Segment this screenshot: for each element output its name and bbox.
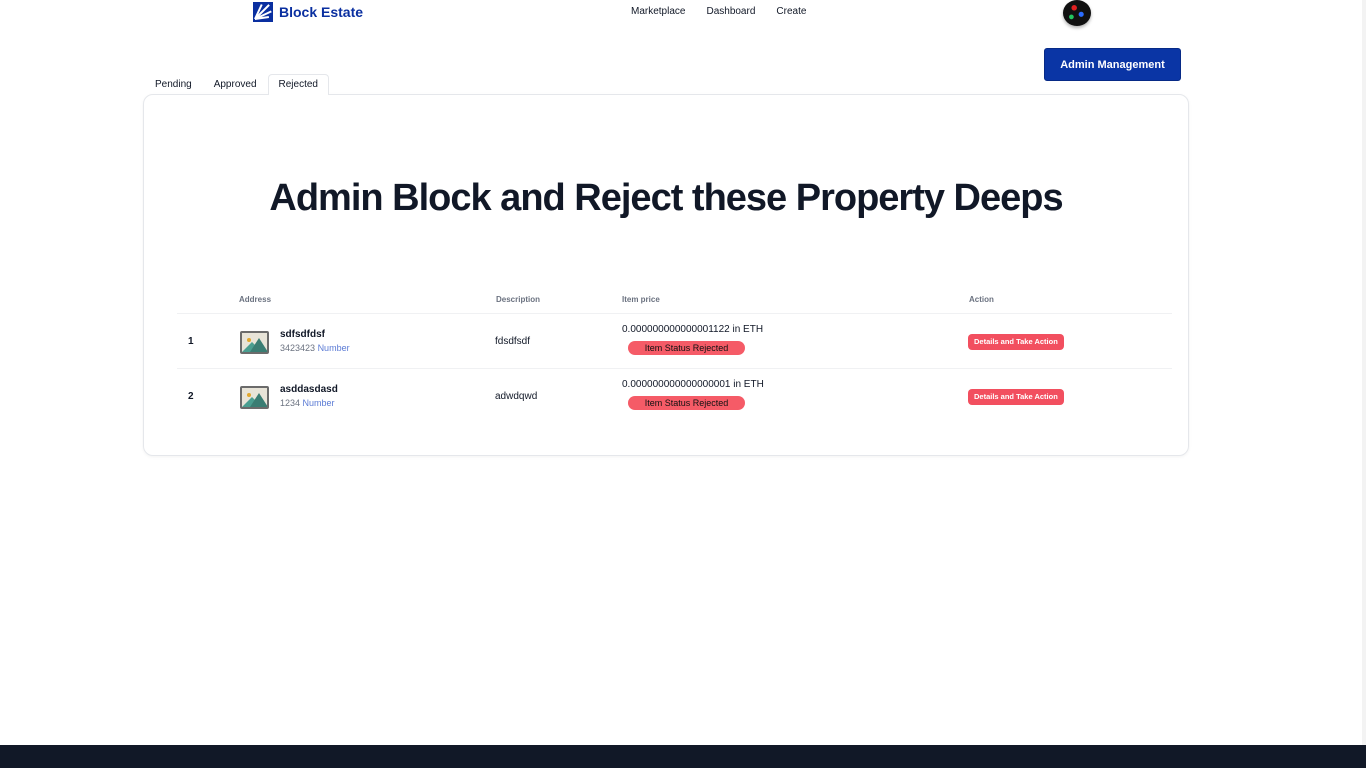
- details-action-button[interactable]: Details and Take Action: [968, 334, 1064, 350]
- brand-name: Block Estate: [279, 4, 364, 20]
- header-price: Item price: [622, 295, 660, 304]
- header-address: Address: [239, 295, 272, 304]
- property-name: sdfsdfdsf: [280, 329, 325, 340]
- header-description: Description: [496, 295, 541, 304]
- property-number: 1234 Number: [280, 398, 335, 408]
- property-number: 3423423 Number: [280, 343, 350, 353]
- admin-management-button[interactable]: Admin Management: [1044, 48, 1181, 81]
- tabs: Pending Approved Rejected: [144, 74, 329, 95]
- avatar[interactable]: [1063, 0, 1091, 26]
- nav-create[interactable]: Create: [776, 6, 807, 17]
- page-title: Admin Block and Reject these Property De…: [269, 177, 1063, 219]
- details-action-button[interactable]: Details and Take Action: [968, 389, 1064, 405]
- nav-marketplace[interactable]: Marketplace: [631, 6, 686, 17]
- top-nav: Block Estate Marketplace Dashboard Creat…: [0, 0, 1366, 26]
- description: fdsdfsdf: [495, 336, 531, 347]
- tab-approved[interactable]: Approved: [213, 79, 257, 90]
- logo-icon: [253, 2, 273, 22]
- status-badge: Item Status Rejected: [628, 341, 745, 355]
- property-name: asddasdasd: [280, 384, 338, 395]
- rejected-panel: Admin Block and Reject these Property De…: [143, 94, 1189, 456]
- tab-rejected[interactable]: Rejected: [267, 74, 329, 95]
- scrollbar[interactable]: [1362, 0, 1366, 745]
- image-placeholder-icon: [240, 331, 269, 354]
- logo[interactable]: Block Estate: [253, 2, 363, 22]
- tab-pending[interactable]: Pending: [155, 79, 192, 90]
- image-placeholder-icon: [240, 386, 269, 409]
- footer: [0, 745, 1366, 768]
- header-action: Action: [969, 295, 994, 304]
- status-badge: Item Status Rejected: [628, 396, 745, 410]
- item-price: 0.000000000000000001 in ETH: [622, 379, 764, 390]
- table-row: 2 asddasdasd 1234 Number adwdqwd 0.00000…: [177, 368, 1172, 423]
- item-price: 0.000000000000001122 in ETH: [622, 324, 764, 335]
- row-index: 1: [188, 336, 194, 347]
- description: adwdqwd: [495, 391, 538, 402]
- table-row: 1 sdfsdfdsf 3423423 Number fdsdfsdf 0.00…: [177, 313, 1172, 368]
- nav-dashboard[interactable]: Dashboard: [706, 6, 756, 17]
- row-index: 2: [188, 391, 194, 402]
